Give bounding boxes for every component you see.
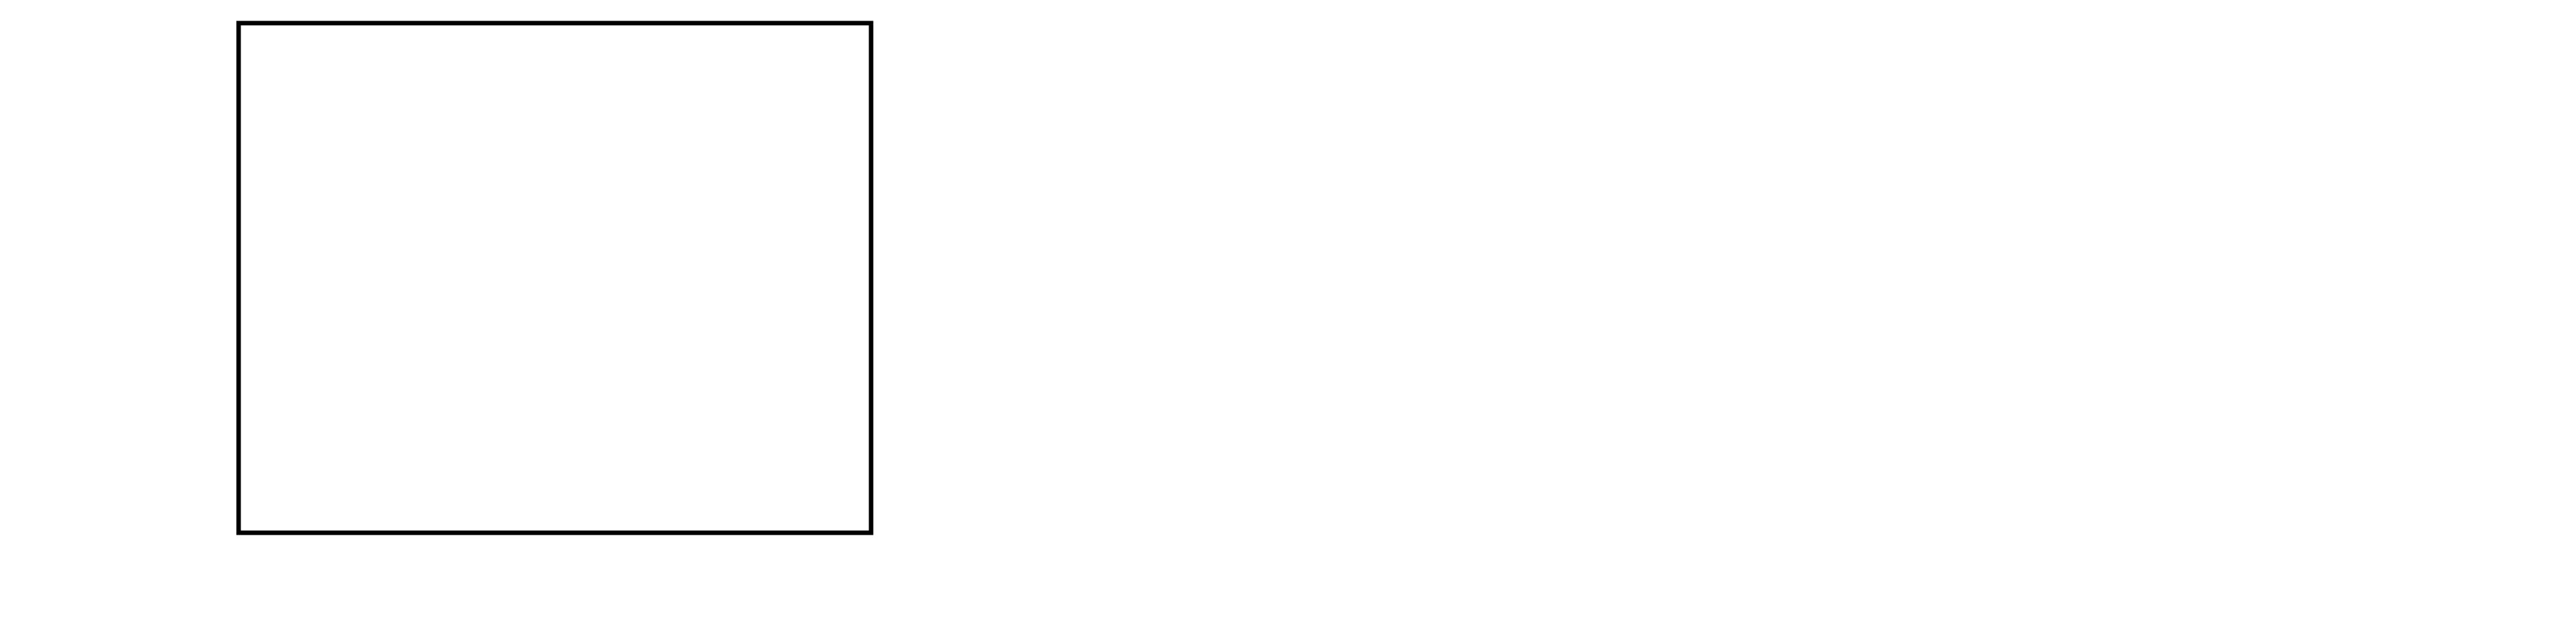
panel-a-frame xyxy=(236,21,874,535)
panel-a xyxy=(236,21,874,535)
